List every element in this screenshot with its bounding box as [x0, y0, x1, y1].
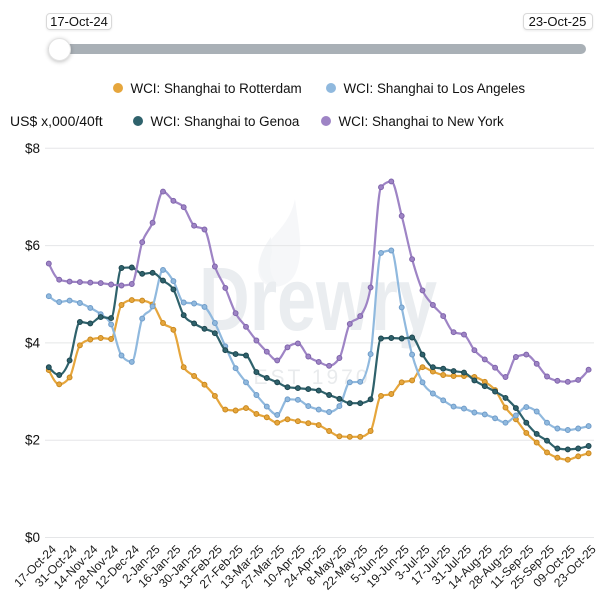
svg-text:$2: $2	[25, 433, 40, 448]
svg-text:EST 1970: EST 1970	[253, 366, 370, 389]
svg-text:$4: $4	[25, 335, 41, 350]
svg-text:$0: $0	[25, 530, 40, 545]
svg-text:$6: $6	[25, 238, 40, 253]
svg-text:$8: $8	[25, 141, 40, 156]
svg-text:Drewry: Drewry	[199, 250, 437, 350]
